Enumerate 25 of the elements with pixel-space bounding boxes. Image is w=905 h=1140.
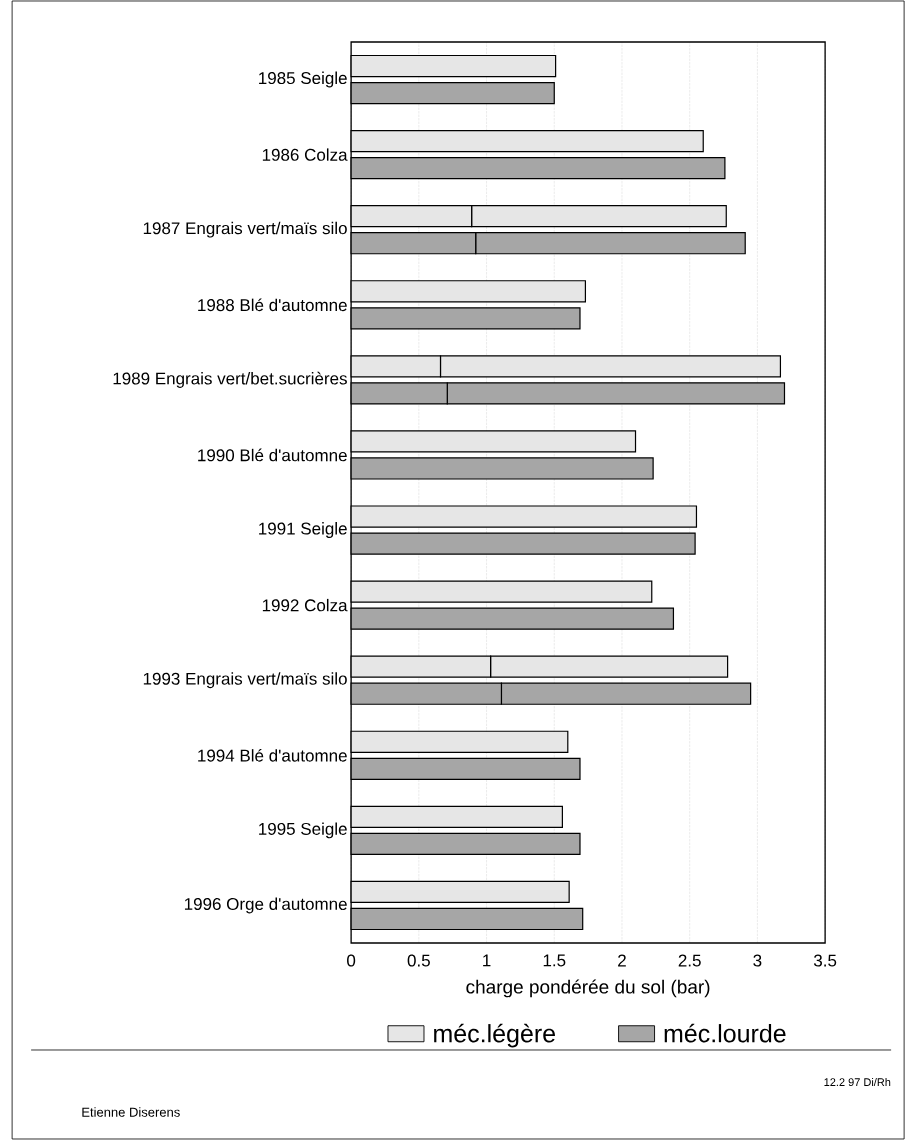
text: 12.2 97 Di/Rh (824, 1077, 891, 1087)
y-tick-label: 1992 Colza (262, 598, 348, 612)
legend-label: méc.légère (434, 1023, 555, 1048)
x-axis-title: charge pondérée du sol (bar) (466, 979, 710, 998)
x-tick-label: 2 (618, 954, 626, 967)
x-tick-label: 0 (347, 954, 356, 967)
y-tick-label: 1990 Blé d'automne (198, 448, 347, 462)
text: Etienne Diserens (82, 1107, 180, 1117)
x-tick-label: 0.5 (407, 954, 430, 967)
y-tick-label: 1988 Blé d'automne (198, 298, 347, 312)
x-tick-label: 1 (483, 954, 491, 967)
x-tick-label: 1.5 (543, 954, 566, 967)
y-tick-label: 1986 Colza (262, 148, 348, 161)
y-tick-label: 1994 Blé d'automne (198, 748, 347, 762)
y-tick-label: 1989 Engrais vert/bet.sucrières (113, 371, 347, 388)
legend-label: méc.lourde (664, 1023, 786, 1043)
y-tick-label: 1985 Seigle (259, 71, 347, 88)
y-tick-label: 1991 Seigle (259, 522, 347, 538)
x-tick-label: 2.5 (678, 954, 701, 967)
y-tick-label: 1995 Seigle (259, 822, 347, 839)
x-tick-label: 3.5 (813, 954, 837, 967)
y-tick-label: 1987 Engrais vert/maïs silo (143, 221, 347, 238)
y-tick-label: 1993 Engrais vert/maïs silo (143, 672, 347, 689)
y-tick-label: 1996 Orge d'automne (184, 897, 347, 914)
x-tick-label: 3 (753, 954, 762, 967)
